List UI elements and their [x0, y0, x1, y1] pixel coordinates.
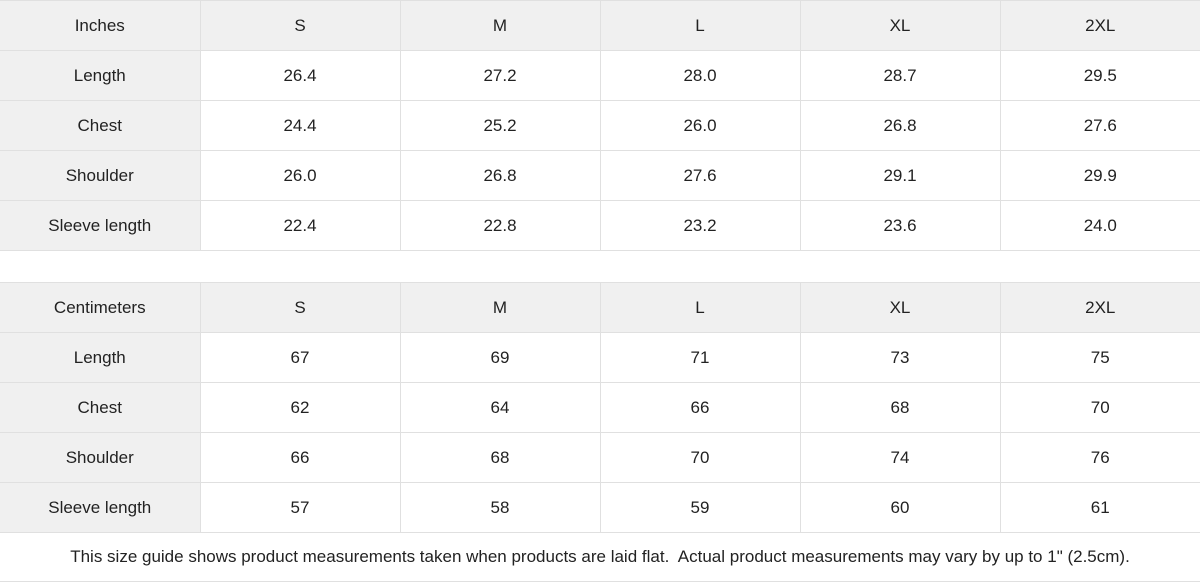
row-label-length: Length [0, 332, 201, 383]
measurement-cell: 74 [799, 432, 1001, 483]
measurement-cell: 23.2 [599, 200, 801, 251]
measurement-cell: 64 [399, 382, 601, 433]
centimeters-unit-header: Centimeters [0, 282, 201, 333]
measurement-cell: 57 [199, 482, 401, 533]
centimeters-size-header-xl: XL [799, 282, 1001, 333]
table-row: Length 67 69 71 73 75 [0, 332, 1200, 383]
measurement-cell: 66 [599, 382, 801, 433]
measurement-cell: 58 [399, 482, 601, 533]
table-row: Sleeve length 57 58 59 60 61 [0, 482, 1200, 533]
centimeters-header-row: Centimeters S M L XL 2XL [0, 282, 1200, 333]
measurement-cell: 68 [399, 432, 601, 483]
measurement-cell: 70 [599, 432, 801, 483]
row-label-chest: Chest [0, 382, 201, 433]
measurement-cell: 29.1 [799, 150, 1001, 201]
row-label-sleeve-length: Sleeve length [0, 200, 201, 251]
centimeters-table: Centimeters S M L XL 2XL Length 67 69 71… [0, 282, 1200, 533]
measurement-cell: 76 [999, 432, 1200, 483]
measurement-cell: 26.0 [199, 150, 401, 201]
measurement-cell: 62 [199, 382, 401, 433]
table-row: Chest 62 64 66 68 70 [0, 382, 1200, 433]
measurement-cell: 66 [199, 432, 401, 483]
inches-unit-header: Inches [0, 0, 201, 51]
inches-table: Inches S M L XL 2XL Length 26.4 27.2 28.… [0, 0, 1200, 251]
table-row: Shoulder 26.0 26.8 27.6 29.1 29.9 [0, 150, 1200, 201]
measurement-cell: 70 [999, 382, 1200, 433]
measurement-cell: 26.0 [599, 100, 801, 151]
measurement-cell: 29.5 [999, 50, 1200, 101]
measurement-cell: 29.9 [999, 150, 1200, 201]
inches-size-header-m: M [399, 0, 601, 51]
size-guide-note: This size guide shows product measuremen… [0, 533, 1200, 582]
measurement-cell: 26.8 [399, 150, 601, 201]
measurement-cell: 28.7 [799, 50, 1001, 101]
measurement-cell: 61 [999, 482, 1200, 533]
inches-size-header-xl: XL [799, 0, 1001, 51]
measurement-cell: 71 [599, 332, 801, 383]
measurement-cell: 75 [999, 332, 1200, 383]
inches-size-header-s: S [199, 0, 401, 51]
row-label-chest: Chest [0, 100, 201, 151]
measurement-cell: 22.8 [399, 200, 601, 251]
measurement-cell: 27.2 [399, 50, 601, 101]
inches-size-header-2xl: 2XL [999, 0, 1200, 51]
measurement-cell: 60 [799, 482, 1001, 533]
measurement-cell: 27.6 [599, 150, 801, 201]
measurement-cell: 73 [799, 332, 1001, 383]
row-label-shoulder: Shoulder [0, 150, 201, 201]
measurement-cell: 28.0 [599, 50, 801, 101]
centimeters-size-header-s: S [199, 282, 401, 333]
row-label-shoulder: Shoulder [0, 432, 201, 483]
measurement-cell: 23.6 [799, 200, 1001, 251]
measurement-cell: 68 [799, 382, 1001, 433]
inches-size-header-l: L [599, 0, 801, 51]
measurement-cell: 26.4 [199, 50, 401, 101]
inches-header-row: Inches S M L XL 2XL [0, 0, 1200, 51]
measurement-cell: 59 [599, 482, 801, 533]
measurement-cell: 26.8 [799, 100, 1001, 151]
table-row: Sleeve length 22.4 22.8 23.2 23.6 24.0 [0, 200, 1200, 251]
row-label-length: Length [0, 50, 201, 101]
measurement-cell: 67 [199, 332, 401, 383]
measurement-cell: 69 [399, 332, 601, 383]
measurement-cell: 25.2 [399, 100, 601, 151]
centimeters-size-header-l: L [599, 282, 801, 333]
table-row: Chest 24.4 25.2 26.0 26.8 27.6 [0, 100, 1200, 151]
table-row: Shoulder 66 68 70 74 76 [0, 432, 1200, 483]
table-row: Length 26.4 27.2 28.0 28.7 29.5 [0, 50, 1200, 101]
centimeters-size-header-m: M [399, 282, 601, 333]
measurement-cell: 22.4 [199, 200, 401, 251]
measurement-cell: 24.4 [199, 100, 401, 151]
table-gap [0, 251, 1200, 282]
row-label-sleeve-length: Sleeve length [0, 482, 201, 533]
measurement-cell: 24.0 [999, 200, 1200, 251]
centimeters-size-header-2xl: 2XL [999, 282, 1200, 333]
measurement-cell: 27.6 [999, 100, 1200, 151]
